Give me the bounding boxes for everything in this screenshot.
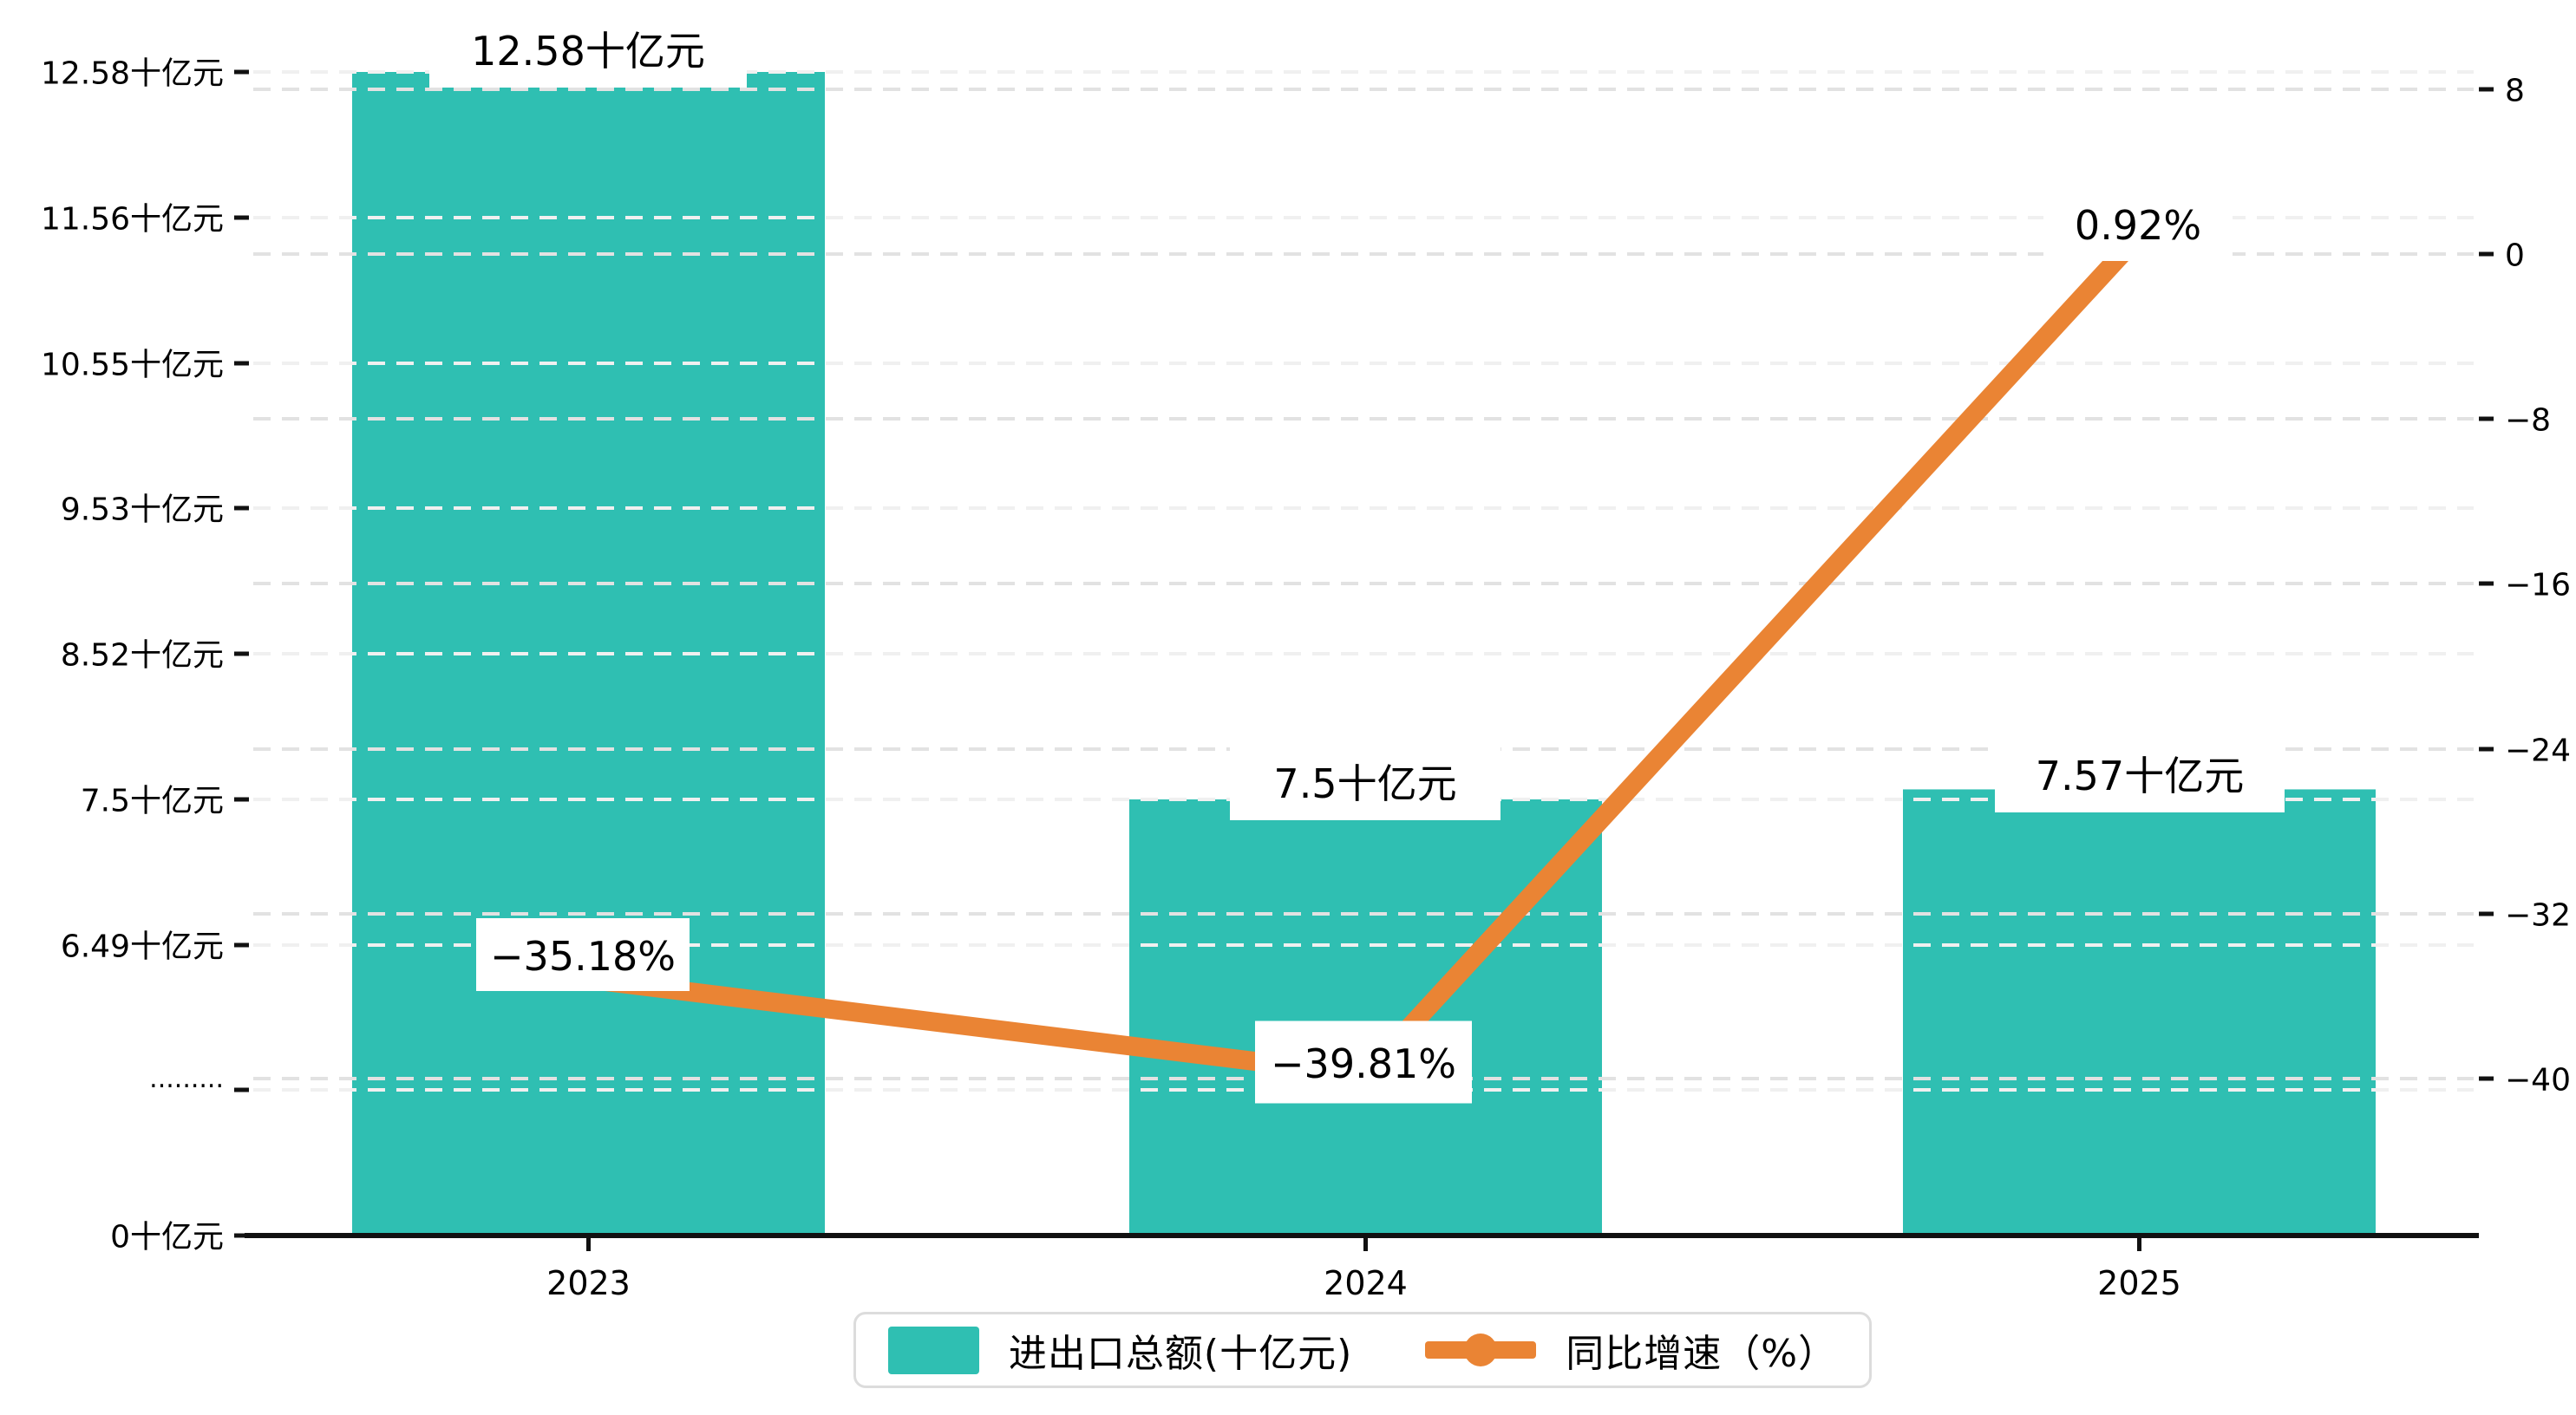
right-axis-label-3: −16 [2505, 568, 2571, 603]
left-axis-label-2: 10.55十亿元 [41, 348, 224, 383]
legend-item-bar-series[interactable]: 进出口总额(十亿元) [887, 1322, 1353, 1378]
x-axis-label-2025: 2025 [2097, 1264, 2181, 1302]
legend-label-bar-series: 进出口总额(十亿元) [1008, 1332, 1353, 1376]
left-axis-label-5: 7.5十亿元 [81, 784, 224, 819]
left-axis-label-7: ········· [149, 1072, 224, 1102]
right-axis-label-5: −32 [2505, 898, 2571, 934]
right-axis-label-1: 0 [2505, 238, 2525, 274]
left-axis-label-3: 9.53十亿元 [61, 492, 224, 528]
left-axis-label-4: 8.52十亿元 [61, 638, 224, 674]
growth-value-label-2024: −39.81% [1271, 1040, 1456, 1087]
left-axis-label-6: 6.49十亿元 [61, 929, 224, 965]
bar-value-label-2024: 7.5十亿元 [1273, 760, 1456, 807]
growth-value-label-2025-box [2043, 186, 2233, 261]
right-axis-label-6: −40 [2505, 1063, 2571, 1099]
bar-value-label-2025-box [1995, 736, 2285, 812]
left-axis-label-8: 0十亿元 [110, 1220, 224, 1255]
growth-value-label-2023: −35.18% [490, 933, 676, 980]
left-axis-label-0: 12.58十亿元 [41, 56, 224, 92]
bar-2024[interactable] [1129, 799, 1602, 1236]
legend-item-line-series[interactable]: 同比增速（%） [1425, 1322, 1837, 1378]
left-axis-label-1: 11.56十亿元 [41, 202, 224, 238]
growth-value-label-2024-box [1255, 1020, 1472, 1104]
growth-value-label-2023-box [476, 918, 690, 991]
bar-value-label-2023-box [429, 11, 747, 88]
x-axis-label-2023: 2023 [546, 1264, 631, 1302]
bar-2025[interactable] [1903, 789, 2376, 1236]
bar-value-label-2025: 7.57十亿元 [2036, 753, 2244, 799]
bar-series-swatch-icon [887, 1326, 979, 1374]
chart-legend: 进出口总额(十亿元) 同比增速（%） [853, 1312, 1872, 1388]
growth-value-label-2025: 0.92% [2075, 202, 2201, 249]
right-axis-label-2: −8 [2505, 403, 2551, 439]
right-axis-label-0: 8 [2505, 74, 2525, 109]
line-series-marker-icon [1425, 1333, 1537, 1367]
bar-value-label-2024-box [1230, 744, 1500, 820]
legend-label-line-series: 同比增速（%） [1566, 1332, 1838, 1376]
x-axis-label-2024: 2024 [1324, 1264, 1408, 1302]
bar-value-label-2023: 12.58十亿元 [471, 28, 705, 75]
right-axis-label-4: −24 [2505, 734, 2571, 769]
